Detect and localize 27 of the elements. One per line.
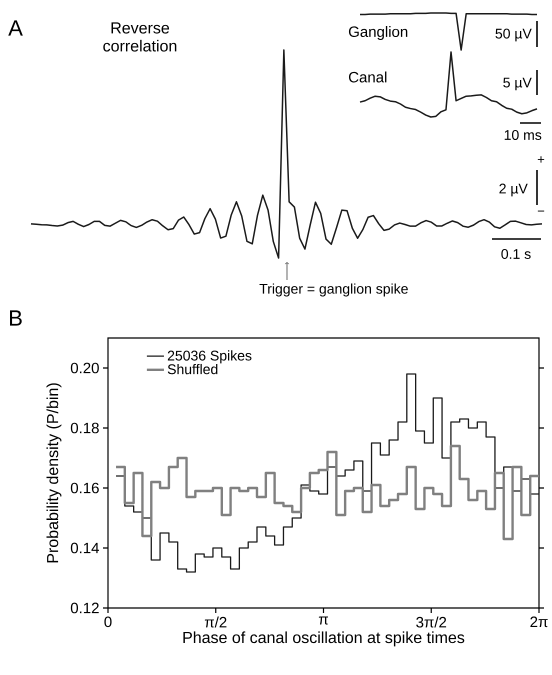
text: Trigger = ganglion spike	[260, 283, 408, 297]
y-tick-label: 0.16	[71, 482, 99, 494]
series-label: Ganglion	[349, 26, 408, 40]
annotation: 0.1 s	[502, 249, 531, 259]
annotation: +	[538, 156, 544, 163]
y-tick-label: 0.18	[71, 422, 99, 434]
y-tick-label: 0.12	[71, 602, 99, 614]
legend-label: 25036 Spikes	[168, 350, 252, 364]
legend-label: Shuffled	[168, 364, 218, 374]
x-axis-title: Phase of canal oscillation at spike times	[184, 631, 464, 646]
annotation: −	[538, 210, 544, 212]
annotation: 2 µV	[500, 184, 528, 196]
x-tick-label: 2π	[530, 616, 548, 628]
annotation: 50 µV	[496, 28, 532, 42]
annotation: 10 ms	[504, 130, 542, 140]
chart-title: Reverse correlation	[103, 22, 176, 52]
text: A	[8, 20, 23, 36]
series-label: Canal	[349, 71, 387, 82]
x-tick-label: π/2	[205, 616, 227, 628]
x-tick-label: π	[319, 616, 328, 625]
annotation: 5 µV	[503, 78, 532, 90]
x-tick-label: 0	[104, 616, 112, 628]
x-tick-label: 3π/2	[416, 616, 446, 628]
y-tick-label: 0.14	[71, 542, 100, 554]
y-tick-label: 0.20	[71, 362, 100, 374]
y-axis-title: Probability density (P/bin)	[46, 383, 62, 562]
text: B	[10, 310, 22, 326]
